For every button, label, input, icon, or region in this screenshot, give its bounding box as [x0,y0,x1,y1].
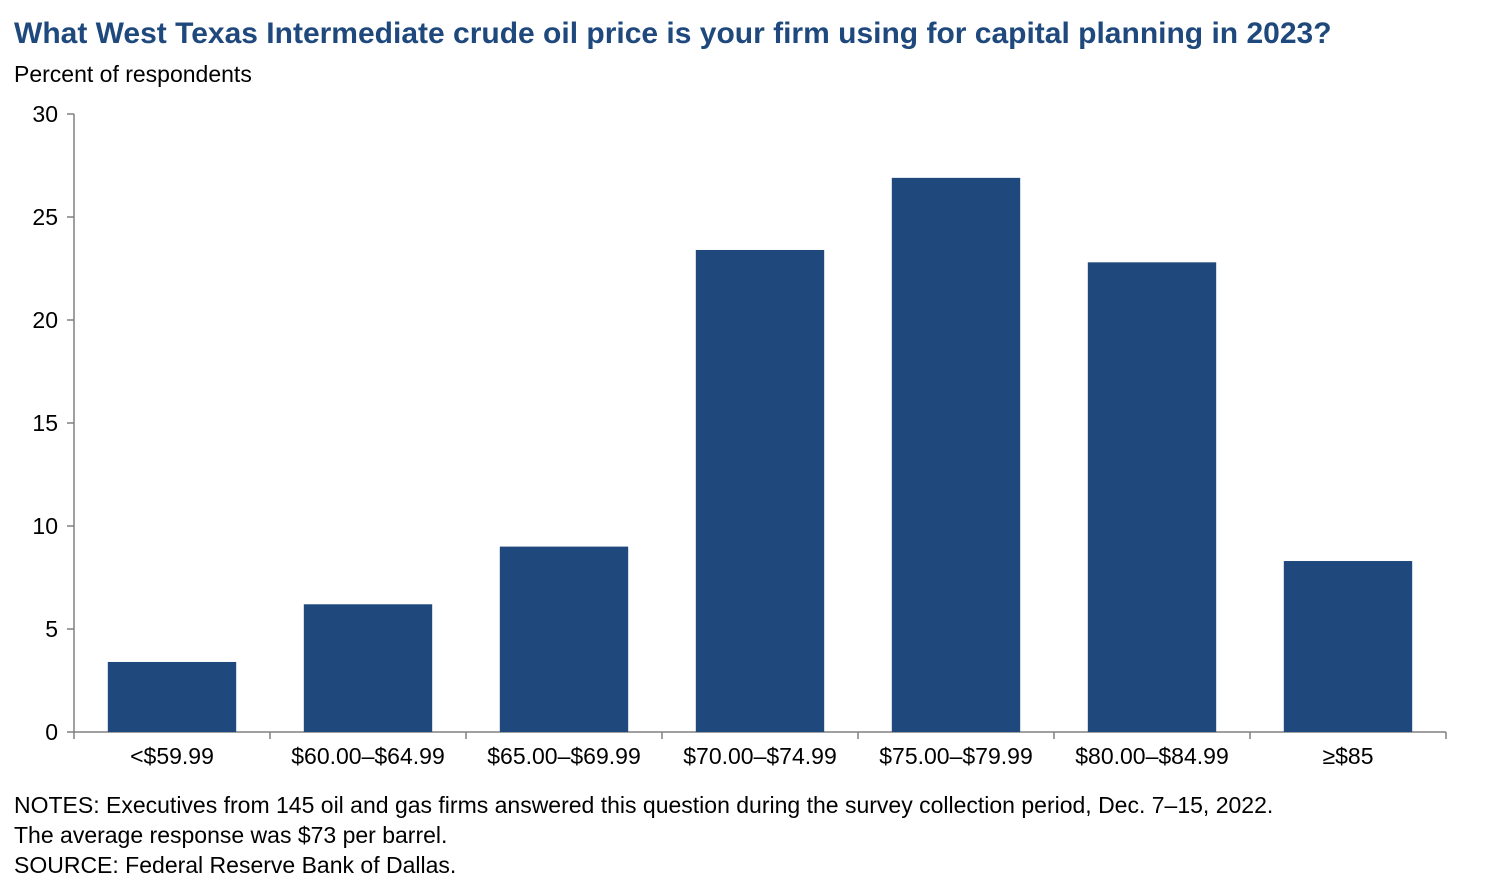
bar-series [107,177,1413,733]
bar [499,546,629,732]
y-tick-label: 30 [32,101,58,127]
bar-chart: 0 5 10 15 20 25 30 <$59.99 $60.00–$64.99 $65.00–… [32,101,1447,769]
bar [1087,262,1217,732]
bar [891,177,1021,733]
bar [107,661,237,732]
bar [303,604,433,732]
source-line: SOURCE: Federal Reserve Bank of Dallas. [14,852,457,878]
chart-title: What West Texas Intermediate crude oil p… [14,17,1332,50]
x-tick-label: ≥$85 [1323,743,1374,769]
x-tick-label: $80.00–$84.99 [1075,743,1229,769]
y-tick-label: 10 [32,513,58,539]
x-tick-label: $60.00–$64.99 [291,743,445,769]
y-tick-label: 0 [45,719,58,745]
notes: NOTES: Executives from 145 oil and gas f… [14,790,1273,880]
y-tick-label: 25 [32,204,58,230]
y-axis-label: Percent of respondents [14,61,252,87]
notes-line-1: NOTES: Executives from 145 oil and gas f… [14,792,1274,818]
x-axis: <$59.99 $60.00–$64.99 $65.00–$69.99 $70.00–… [73,731,1447,769]
notes-line-2: The average response was $73 per barrel. [14,822,448,848]
bar [1283,561,1413,732]
y-tick-label: 5 [45,616,58,642]
bar [695,249,825,732]
x-tick-label: $75.00–$79.99 [879,743,1033,769]
y-axis: 0 5 10 15 20 25 30 [32,101,75,745]
x-tick-label: <$59.99 [130,743,214,769]
y-tick-label: 20 [32,307,58,333]
y-tick-label: 15 [32,410,58,436]
x-tick-label: $65.00–$69.99 [487,743,641,769]
x-tick-label: $70.00–$74.99 [683,743,837,769]
